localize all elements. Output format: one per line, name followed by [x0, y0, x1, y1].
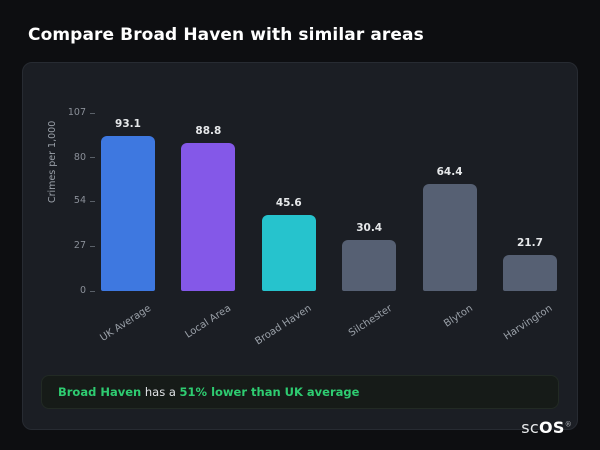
y-tick-label: 0	[80, 286, 95, 296]
y-tick-mark	[90, 245, 95, 247]
page-title: Compare Broad Haven with similar areas	[28, 25, 424, 45]
chart-card: Crimes per 1,000 0 27 54 80 107 93.1 88.8 45.6…	[22, 62, 578, 430]
y-tick-label: 27	[74, 241, 95, 251]
bar-value-label: 30.4	[356, 222, 383, 235]
x-tick-label: Broad Haven	[253, 303, 314, 348]
bar-column: 21.7	[502, 113, 557, 291]
plot-area: 93.1 88.8 45.6 30.4 64.4 21.7	[101, 113, 557, 291]
bar-silchester[interactable]	[342, 240, 397, 291]
x-tick: UK Average	[98, 297, 155, 357]
bar-chart: Crimes per 1,000 0 27 54 80 107 93.1 88.8 45.6…	[23, 63, 577, 363]
scos-logo: scOS®	[521, 418, 572, 437]
bar-column: 30.4	[342, 113, 397, 291]
logo-suffix: OS	[538, 418, 565, 437]
y-axis-label: Crimes per 1,000	[47, 120, 58, 203]
x-tick-label: Local Area	[183, 303, 234, 341]
note-middle-text: has a	[141, 385, 180, 399]
registered-mark: ®	[564, 420, 572, 429]
bar-uk-average[interactable]	[101, 136, 155, 291]
bar-value-label: 93.1	[115, 118, 141, 131]
x-tick-label: UK Average	[98, 303, 153, 344]
summary-note: Broad Haven has a 51% lower than UK aver…	[41, 375, 559, 409]
bar-column: 64.4	[422, 113, 477, 291]
bar-column: 88.8	[181, 113, 236, 291]
x-tick-label: Blyton	[441, 303, 475, 330]
x-tick: Broad Haven	[254, 297, 316, 357]
bar-column: 93.1	[101, 113, 155, 291]
y-tick-label: 54	[74, 196, 95, 206]
y-tick-label: 80	[74, 152, 95, 163]
x-tick-label: Silchester	[346, 303, 395, 340]
bar-broad-haven[interactable]	[261, 215, 316, 291]
bar-value-label: 88.8	[195, 125, 222, 138]
x-tick: Silchester	[342, 297, 396, 357]
x-tick: Blyton	[423, 297, 477, 357]
bar-value-label: 21.7	[516, 236, 543, 249]
note-stat: 51% lower than UK average	[179, 385, 360, 399]
bar-value-label: 45.6	[275, 197, 302, 210]
y-tick-mark	[90, 290, 95, 292]
x-axis: UK Average Local Area Broad Haven Silcheste…	[98, 297, 557, 357]
note-area-name: Broad Haven	[58, 385, 142, 399]
y-tick-mark	[90, 157, 95, 159]
x-tick: Local Area	[181, 297, 235, 357]
bar-local-area[interactable]	[181, 143, 236, 291]
bar-harvington[interactable]	[502, 254, 557, 291]
y-tick-mark	[90, 200, 95, 202]
bar-value-label: 64.4	[436, 165, 463, 178]
bar-column: 45.6	[261, 113, 316, 291]
x-tick-label: Harvington	[502, 303, 555, 343]
logo-prefix: sc	[521, 418, 539, 437]
y-tick-label: 107	[68, 108, 95, 118]
y-axis: 0 27 54 80 107	[59, 108, 95, 296]
x-tick: Harvington	[502, 297, 557, 357]
bar-blyton[interactable]	[422, 183, 477, 291]
y-tick-mark	[90, 112, 95, 114]
